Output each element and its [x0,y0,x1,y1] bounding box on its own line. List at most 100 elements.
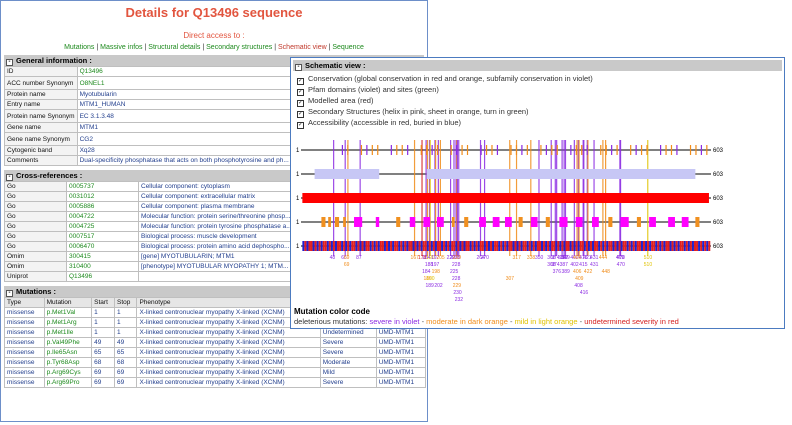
track-toggle[interactable]: ✓ Pfam domains (violet) and sites (green) [297,85,439,96]
nav-link-schematic-view[interactable]: Schematic view [278,44,327,51]
secondary-structure-sheet [343,217,346,227]
checkbox-checked-icon[interactable]: ✓ [297,100,304,107]
conservation-bar [586,145,588,155]
nav-link-massive-infos[interactable]: Massive infos [100,44,143,51]
mutation-reference[interactable]: UMD-MTM1 [375,327,427,338]
column-header[interactable]: Start [91,297,116,308]
accessibility-bar [514,241,517,251]
column-header[interactable]: Type [4,297,45,308]
mutation-reference[interactable]: UMD-MTM1 [375,377,427,388]
track-toggle[interactable]: ✓ Accessibility (accessible in red, burie… [297,118,461,129]
conservation-bar [496,145,499,155]
mutation-link[interactable]: p.Tyr68Asp [43,357,93,368]
track-toggle-label: Conservation (global conservation in red… [308,74,593,83]
mutation-stop: 49 [114,337,138,348]
checkbox-checked-icon[interactable]: ✓ [297,89,304,96]
secondary-structure-helix [620,217,629,227]
accessibility-bar [551,241,554,251]
accessibility-bar [594,241,597,251]
accessibility-bar [534,241,537,251]
track-toggle[interactable]: ✓ Secondary Structures (helix in pink, sh… [297,107,529,118]
accessibility-bar [571,241,574,251]
nav-link-structural-details[interactable]: Structural details [148,44,201,51]
checkbox-checked-icon[interactable]: ✓ [297,111,304,118]
xref-id-link[interactable]: 0004722 [66,211,139,222]
nav-link-mutations[interactable]: Mutations [64,44,95,51]
accessibility-bar [351,241,354,251]
nav-separator: | [200,44,207,51]
collapse-icon[interactable]: - [295,64,302,71]
position-label: 184 [422,255,431,261]
xref-id-link[interactable]: 300415 [66,251,139,262]
conservation-bar [689,145,692,155]
accessibility-bar [632,241,635,251]
xref-id-link[interactable]: 0005737 [66,181,139,192]
xref-db: Uniprot [4,271,67,282]
accessibility-bar [675,241,678,251]
mutation-reference[interactable]: UMD-MTM1 [375,347,427,358]
accessibility-bar [518,241,521,251]
xref-id-link[interactable]: 0007517 [66,231,139,242]
mutation-link[interactable]: p.Val49Phe [43,337,93,348]
accessibility-bar [602,241,605,251]
mutation-reference[interactable]: UMD-MTM1 [375,337,427,348]
mutation-link[interactable]: p.Met1Val [43,307,93,318]
mutation-type: missense [4,357,45,368]
accessibility-bar [661,241,664,251]
position-label: 186 [423,276,432,282]
secondary-structure-helix [575,217,583,227]
mutation-link[interactable]: p.Arg69Pro [43,377,93,388]
column-header[interactable]: Mutation [43,297,93,308]
mutation-link[interactable]: p.Arg69Cys [43,367,93,378]
accessibility-bar [367,241,370,251]
conservation-bar [676,145,678,155]
mutation-start: 68 [91,357,116,368]
accessibility-bar [696,241,699,251]
xref-id-link[interactable]: 0004725 [66,221,139,232]
secondary-structure-helix [409,217,416,227]
conservation-bar [515,145,518,155]
xref-id-link[interactable]: 310400 [66,261,139,272]
mutations-header[interactable]: - Mutations : [4,286,424,297]
secondary-structure-helix [436,217,444,227]
schematic-view-header[interactable]: - Schematic view : [293,60,782,71]
mutation-reference[interactable]: UMD-MTM1 [375,357,427,368]
position-label: 406 [573,269,582,275]
accessibility-bar [339,241,342,251]
cross-references-title: Cross-references : [16,171,83,180]
column-header[interactable]: Stop [114,297,138,308]
track-toggle[interactable]: ✓ Conservation (global conservation in re… [297,74,593,85]
general-info-header[interactable]: - General information : [4,55,424,66]
accessibility-bar [583,241,586,251]
accessibility-bar [512,241,515,251]
secondary-structure-helix [492,217,500,227]
nav-link-sequence[interactable]: Sequence [332,44,364,51]
collapse-icon[interactable]: - [6,174,13,181]
mutation-link[interactable]: p.Ile65Asn [43,347,93,358]
cross-references-header[interactable]: - Cross-references : [4,170,424,181]
xref-id-link[interactable]: 0031012 [66,191,139,202]
collapse-icon[interactable]: - [6,59,13,66]
accessibility-bar [473,241,476,251]
accessibility-bar [424,241,427,251]
checkbox-checked-icon[interactable]: ✓ [297,122,304,129]
collapse-icon[interactable]: - [6,290,13,297]
xref-id-link[interactable]: Q13496 [66,271,139,282]
mutation-link[interactable]: p.Met1Arg [43,317,93,328]
xref-id-link[interactable]: 0005886 [66,201,139,212]
accessibility-bar [483,241,486,251]
accessibility-bar [573,241,576,251]
position-label: 190 [426,276,435,282]
accessibility-bar [669,241,672,251]
conservation-bar [366,145,368,155]
accessibility-bar [530,241,533,251]
mutation-link[interactable]: p.Met1Ile [43,327,93,338]
mutation-stop: 69 [114,367,138,378]
checkbox-checked-icon[interactable]: ✓ [297,78,304,85]
xref-id-link[interactable]: 0006470 [66,241,139,252]
position-label: 229 [453,283,462,289]
position-label: 406 [573,255,582,261]
track-toggle[interactable]: ✓ Modelled area (red) [297,96,373,107]
nav-link-secondary-structures[interactable]: Secondary structures [206,44,273,51]
mutation-reference[interactable]: UMD-MTM1 [375,367,427,378]
